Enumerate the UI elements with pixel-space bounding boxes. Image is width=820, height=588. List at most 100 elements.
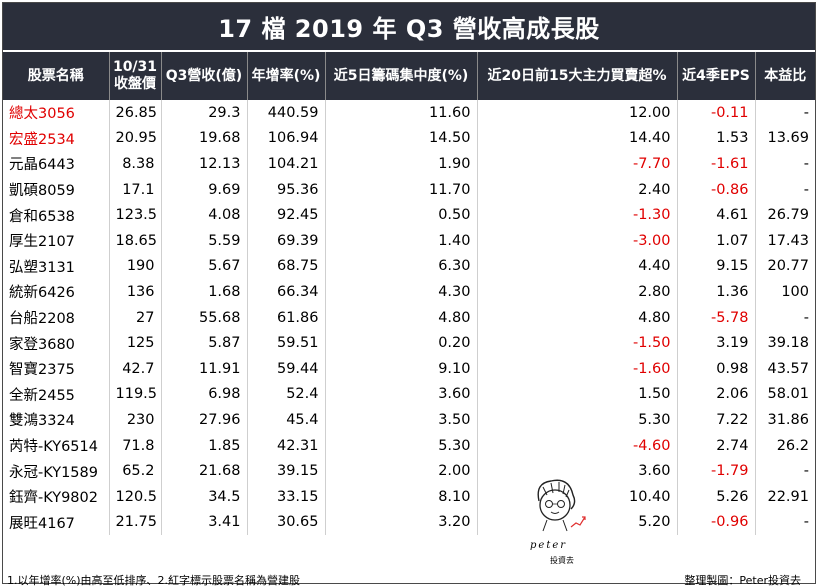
stock-name-cell: 宏盛2534 [9,131,75,148]
top15-net-buy-cell: 10.40 [476,483,677,510]
yoy-growth-cell: 69.39 [246,227,325,254]
top15-net-buy-cell: 5.30 [476,407,677,433]
pe-ratio-cell: 22.91 [754,483,815,510]
top15-net-buy-cell: 4.40 [476,253,677,280]
chip-concentration-cell: 3.60 [324,381,477,408]
table-row: 家登3680 125 5.87 59.51 0.20 -1.50 3.19 39.18 [3,330,815,356]
col-header-top15: 近20日前15大主力買賣超% [476,52,677,100]
yoy-growth-cell: 59.44 [246,355,325,382]
table-row: 宏盛2534 20.95 19.68 106.94 14.50 14.40 1.53 13.6… [3,125,815,152]
chip-concentration-cell: 0.20 [324,330,477,356]
eps-4q-cell: -1.79 [676,458,755,484]
close-price-cell: 27 [108,304,161,331]
chip-concentration-cell: 9.10 [324,355,477,382]
top15-net-buy-cell: -4.60 [476,432,677,459]
q3-revenue-cell: 27.96 [160,407,247,433]
close-price-cell: 65.2 [108,458,161,484]
stock-name-cell: 展旺4167 [9,515,75,532]
q3-revenue-cell: 29.3 [160,100,247,126]
stock-name-cell: 智寶2375 [9,362,75,379]
chip-concentration-cell: 4.30 [324,279,477,305]
pe-ratio-cell: - [754,100,815,126]
yoy-growth-cell: 95.36 [246,176,325,203]
table-row: 雙鴻3324 230 27.96 45.4 3.50 5.30 7.22 31.86 [3,407,815,433]
eps-4q-cell: 1.36 [676,279,755,305]
header-row: 股票名稱 10/31 收盤價 Q3營收(億) 年增率(%) 近5日籌碼集中度(%… [3,52,815,100]
pe-ratio-cell: - [754,458,815,484]
col-header-revenue: Q3營收(億) [160,52,247,100]
yoy-growth-cell: 104.21 [246,151,325,177]
table-row: 倉和6538 123.5 4.08 92.45 0.50 -1.30 4.61 26.79 [3,202,815,228]
chip-concentration-cell: 4.80 [324,304,477,331]
pe-ratio-cell: 26.2 [754,432,815,459]
stock-name-cell: 芮特-KY6514 [9,439,98,456]
eps-4q-cell: -1.61 [676,151,755,177]
chip-concentration-cell: 3.20 [324,509,477,536]
col-header-close-line2: 收盤價 [114,76,156,92]
pe-ratio-cell: 31.86 [754,407,815,433]
top15-net-buy-cell: -1.30 [476,202,677,228]
eps-4q-cell: -0.11 [676,100,755,126]
eps-4q-cell: 5.26 [676,483,755,510]
q3-revenue-cell: 4.08 [160,202,247,228]
q3-revenue-cell: 21.68 [160,458,247,484]
table-row: 智寶2375 42.7 11.91 59.44 9.10 -1.60 0.98 43.57 [3,355,815,382]
table-row: 總太3056 26.85 29.3 440.59 11.60 12.00 -0.11- [3,100,815,126]
top15-net-buy-cell: 5.20 [476,509,677,536]
close-price-cell: 120.5 [108,483,161,510]
chip-concentration-cell: 2.00 [324,458,477,484]
stock-name-cell: 家登3680 [9,336,75,353]
table-row: 統新6426 136 1.68 66.34 4.30 2.80 1.36 100 [3,279,815,305]
stock-table: 股票名稱 10/31 收盤價 Q3營收(億) 年增率(%) 近5日籌碼集中度(%… [3,52,815,536]
stock-name-cell: 統新6426 [9,285,75,302]
pe-ratio-cell: - [754,176,815,203]
chip-concentration-cell: 0.50 [324,202,477,228]
chip-concentration-cell: 11.60 [324,100,477,126]
eps-4q-cell: 0.98 [676,355,755,382]
chip-concentration-cell: 3.50 [324,407,477,433]
close-price-cell: 190 [108,253,161,280]
eps-4q-cell: 7.22 [676,407,755,433]
q3-revenue-cell: 12.13 [160,151,247,177]
chip-concentration-cell: 8.10 [324,483,477,510]
eps-4q-cell: 4.61 [676,202,755,228]
close-price-cell: 18.65 [108,227,161,254]
close-price-cell: 230 [108,407,161,433]
q3-revenue-cell: 9.69 [160,176,247,203]
table-row: 凱碩8059 17.1 9.69 95.36 11.70 2.40 -0.86- [3,176,815,203]
q3-revenue-cell: 11.91 [160,355,247,382]
close-price-cell: 42.7 [108,355,161,382]
pe-ratio-cell: 26.79 [754,202,815,228]
yoy-growth-cell: 39.15 [246,458,325,484]
pe-ratio-cell: 58.01 [754,381,815,408]
stock-name-cell: 凱碩8059 [9,183,75,200]
yoy-growth-cell: 59.51 [246,330,325,356]
stock-name-cell: 元晶6443 [9,157,75,174]
close-price-cell: 17.1 [108,176,161,203]
footer-note: 1.以年增率(%)由高至低排序、2.紅字標示股票名稱為營建股 [7,574,301,587]
q3-revenue-cell: 34.5 [160,483,247,510]
pe-ratio-cell: - [754,509,815,536]
top15-net-buy-cell: 14.40 [476,125,677,152]
table-row: 厚生2107 18.65 5.59 69.39 1.40 -3.00 1.07 17.43 [3,227,815,254]
top15-net-buy-cell: 3.60 [476,458,677,484]
yoy-growth-cell: 66.34 [246,279,325,305]
table-row: 台船2208 27 55.68 61.86 4.80 4.80 -5.78- [3,304,815,331]
yoy-growth-cell: 30.65 [246,509,325,536]
q3-revenue-cell: 5.59 [160,227,247,254]
col-header-name: 股票名稱 [3,52,109,100]
pe-ratio-cell: - [754,151,815,177]
footer-credit: 整理製圖：Peter投資去 [684,574,801,587]
table-row: 元晶6443 8.38 12.13 104.21 1.90 -7.70 -1.61- [3,151,815,177]
page-title: 17 檔 2019 年 Q3 營收高成長股 [3,3,815,50]
pe-ratio-cell: 43.57 [754,355,815,382]
col-header-eps: 近4季EPS [676,52,755,100]
pe-ratio-cell: - [754,304,815,331]
col-header-pe: 本益比 [754,52,815,100]
q3-revenue-cell: 1.85 [160,432,247,459]
chip-concentration-cell: 5.30 [324,432,477,459]
close-price-cell: 125 [108,330,161,356]
yoy-growth-cell: 92.45 [246,202,325,228]
pe-ratio-cell: 13.69 [754,125,815,152]
